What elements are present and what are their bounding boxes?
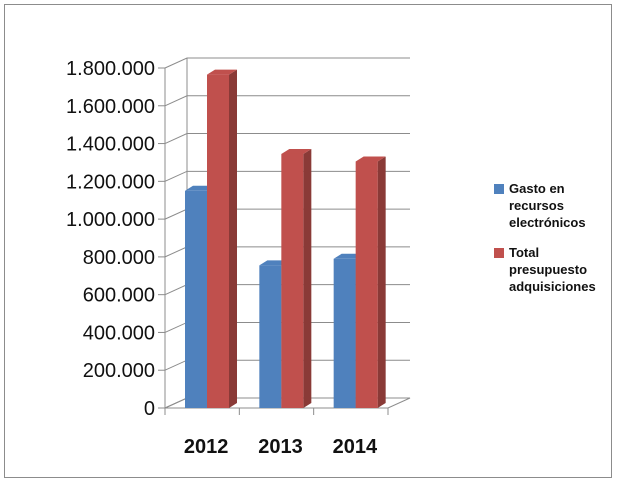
legend-swatch-2 — [494, 248, 504, 258]
legend-label-1: Gasto en recursos electrónicos — [509, 181, 586, 230]
gridline — [164, 57, 410, 69]
bar-top — [281, 148, 312, 154]
gridline — [164, 170, 410, 182]
y-tick-label: 1.800.000 — [66, 58, 155, 80]
x-tick-label: 2014 — [333, 436, 378, 458]
y-tick-label: 400.000 — [83, 322, 155, 344]
legend-swatch-1 — [494, 184, 504, 194]
bar-top — [207, 69, 237, 75]
y-tick-label: 600.000 — [83, 285, 155, 307]
y-tick-label: 1.600.000 — [66, 96, 155, 118]
y-axis: 0 200.000 400.000 600.000 800.000 1.000.000 1.… — [66, 58, 165, 420]
x-tick-label: 2013 — [258, 436, 303, 458]
bar-2014-total — [355, 161, 378, 408]
y-tick-label: 1.000.000 — [66, 209, 155, 231]
bar-2013-gasto — [259, 265, 282, 408]
gridline — [164, 95, 410, 107]
bar-2012-total — [207, 74, 229, 408]
x-axis: 2012 2013 2014 — [164, 408, 389, 458]
bar-side — [303, 148, 312, 408]
legend-label-2: Total presupuesto adquisiciones — [509, 245, 596, 294]
bar-2013-total — [281, 153, 304, 408]
bar-2014-gasto — [333, 258, 356, 408]
y-tick-label: 800.000 — [83, 247, 155, 269]
y-tick-label: 200.000 — [83, 360, 155, 382]
bar-2012-gasto — [185, 190, 207, 408]
y-tick-label: 1.400.000 — [66, 134, 155, 156]
y-tick-label: 0 — [144, 398, 155, 420]
bars — [185, 69, 386, 408]
bar-side — [377, 156, 386, 408]
bar-side — [229, 69, 237, 408]
x-tick-label: 2012 — [184, 436, 229, 458]
y-tick-label: 1.200.000 — [66, 171, 155, 193]
legend: Gasto en recursos electrónicos Total presupu… — [494, 181, 596, 294]
bar-top — [355, 156, 386, 162]
gridline — [164, 133, 410, 145]
